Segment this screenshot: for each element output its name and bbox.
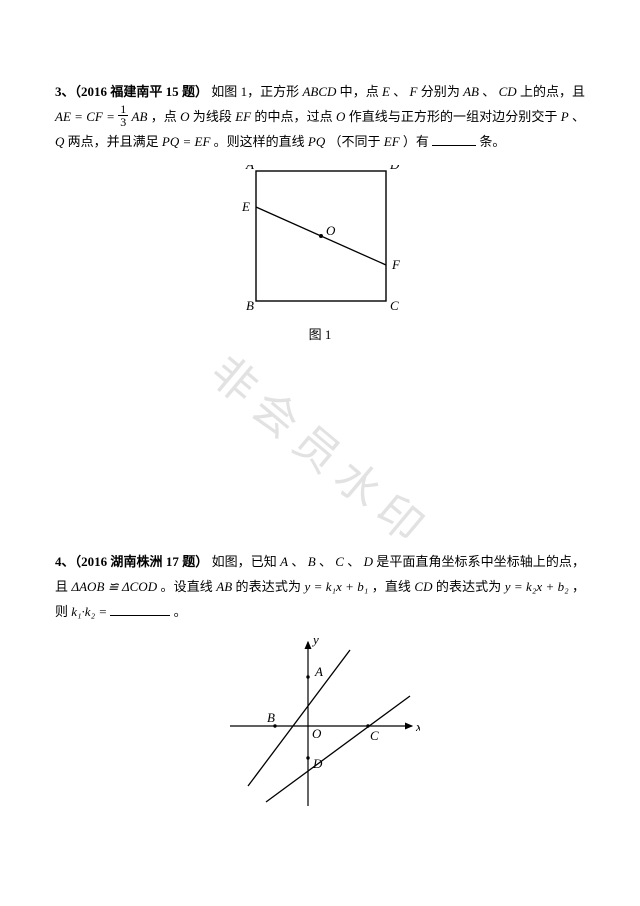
q3-f: F: [410, 84, 418, 99]
q4-c: C: [335, 554, 344, 569]
svg-text:B: B: [246, 298, 254, 310]
q3-t2: 中，点: [340, 84, 382, 99]
q4-b: B: [308, 554, 316, 569]
q3-eq2: PQ = EF: [162, 134, 210, 149]
q4-cd: CD: [414, 579, 432, 594]
spacer: [55, 355, 585, 550]
svg-text:y: y: [311, 634, 319, 647]
q4-t6: 的表达式为: [436, 579, 505, 594]
question-3: 3、（2016 福建南平 15 题） 如图 1，正方形 ABCD 中，点 E 、…: [55, 80, 585, 155]
q4-blank[interactable]: [110, 602, 170, 616]
q4-t3: 。设直线: [160, 579, 216, 594]
q4-s3: 、: [347, 554, 360, 569]
question-4: 4、（2016 湖南株洲 17 题） 如图，已知 A 、 B 、 C 、 D 是…: [55, 550, 585, 624]
q4-diagram: x y O A B C D: [220, 634, 420, 814]
svg-text:A: A: [245, 165, 254, 172]
q3-t8: 作直线与正方形的一组对边分别交于: [349, 109, 561, 124]
q3-t4: 上的点，且: [520, 84, 585, 99]
svg-text:E: E: [241, 199, 250, 214]
q3-diagram: A D B C E F O: [230, 165, 410, 310]
q3-pq: PQ: [308, 134, 325, 149]
q4-t4: 的表达式为: [236, 579, 305, 594]
q3-t12: ）有: [403, 134, 432, 149]
q4-t5: ，直线: [372, 579, 415, 594]
q3-label: 3、（2016 福建南平 15 题）: [55, 84, 208, 99]
q4-a: A: [280, 554, 288, 569]
q3-abcd: ABCD: [302, 84, 336, 99]
q4-cong: ΔAOB ≌ ΔCOD: [71, 579, 157, 594]
q3-t6: 为线段: [193, 109, 235, 124]
q3-t13: 条。: [479, 134, 505, 149]
svg-text:O: O: [326, 223, 336, 238]
q3-t3: 分别为: [421, 84, 463, 99]
q4-ab: AB: [216, 579, 232, 594]
q3-ef2: EF: [384, 134, 400, 149]
q4-eq2: y = k₂x + b₂: [505, 579, 569, 594]
q4-figure: x y O A B C D: [55, 634, 585, 823]
q3-sep1: 、: [393, 84, 406, 99]
svg-text:x: x: [415, 719, 420, 734]
q3-cd: CD: [499, 84, 517, 99]
q3-text: 如图 1，正方形: [211, 84, 302, 99]
q3-sep1b: 、: [482, 84, 495, 99]
svg-text:C: C: [370, 728, 379, 743]
q3-eq1a: AE = CF =: [55, 109, 118, 124]
q3-caption: 图 1: [55, 323, 585, 348]
svg-text:O: O: [312, 726, 322, 741]
q3-o: O: [180, 109, 189, 124]
q3-frac-den: 3: [118, 116, 128, 128]
q3-blank[interactable]: [432, 132, 476, 146]
svg-text:D: D: [312, 756, 323, 771]
q3-ab: AB: [463, 84, 479, 99]
q4-s1: 、: [291, 554, 304, 569]
q4-d: D: [364, 554, 373, 569]
q3-t9: 两点，并且满足: [68, 134, 162, 149]
q4-eq3: k₁·k₂ =: [71, 604, 110, 619]
q4-t8: 。: [174, 604, 187, 619]
q3-t10: 。则这样的直线: [214, 134, 308, 149]
q3-sep2: 、: [572, 109, 585, 124]
q3-e: E: [382, 84, 390, 99]
q3-ef: EF: [235, 109, 251, 124]
q4-eq1: y = k₁x + b₁: [304, 579, 368, 594]
q3-q: Q: [55, 134, 64, 149]
q3-fraction: 1 3: [118, 103, 128, 128]
q4-t1: 如图，已知: [212, 554, 281, 569]
svg-text:A: A: [314, 664, 323, 679]
q3-o2: O: [336, 109, 345, 124]
svg-text:D: D: [389, 165, 400, 172]
q4-s2: 、: [319, 554, 332, 569]
svg-text:B: B: [267, 710, 275, 725]
q3-t11: （不同于: [329, 134, 384, 149]
svg-text:C: C: [390, 298, 399, 310]
q3-figure: A D B C E F O 图 1: [55, 165, 585, 347]
q3-t5: ，点: [151, 109, 180, 124]
q3-eq1b: AB: [132, 109, 148, 124]
q4-label: 4、（2016 湖南株洲 17 题）: [55, 554, 208, 569]
q3-p: P: [561, 109, 569, 124]
svg-text:F: F: [391, 257, 401, 272]
q3-t7: 的中点，过点: [254, 109, 336, 124]
